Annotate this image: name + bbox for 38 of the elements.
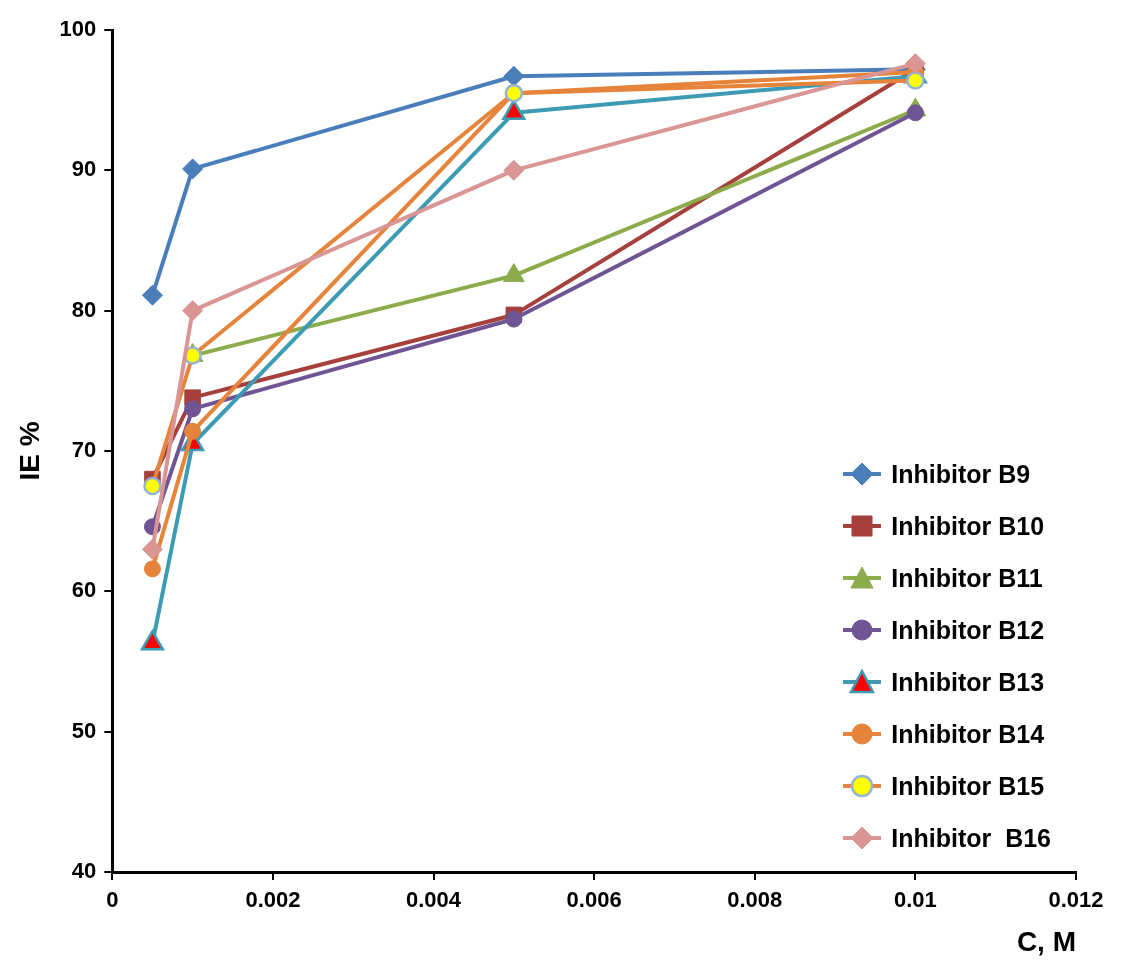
legend-label: Inhibitor B13 (891, 667, 1045, 697)
point (906, 71, 925, 90)
point (503, 159, 525, 181)
legend-label: Inhibitor B11 (891, 563, 1043, 593)
legend-label: Inhibitor B12 (891, 615, 1045, 645)
point (906, 104, 924, 122)
y-tick-label: 80 (71, 296, 97, 322)
y-tick-label: 90 (71, 156, 97, 182)
y-tick-label: 70 (71, 437, 97, 463)
legend-label: Inhibitor B16 (891, 823, 1051, 853)
point (184, 400, 202, 418)
point (141, 538, 163, 560)
legend-label: Inhibitor B14 (891, 719, 1045, 749)
point (503, 65, 525, 87)
point (143, 560, 161, 578)
x-tick-label: 0 (106, 887, 119, 913)
point (143, 476, 162, 496)
legend-label: Inhibitor B9 (891, 459, 1031, 489)
x-tick-label: 0.012 (1048, 887, 1104, 913)
y-axis-title: IE % (13, 421, 45, 481)
point (141, 284, 163, 306)
point (904, 53, 926, 75)
x-tick-label: 0.002 (245, 887, 301, 913)
point (182, 158, 204, 180)
point (505, 310, 523, 328)
y-tick-label: 100 (59, 16, 97, 42)
x-tick-label: 0.006 (566, 887, 622, 913)
y-tick-label: 60 (71, 577, 97, 603)
legend-label: Inhibitor B15 (891, 771, 1045, 801)
point (184, 422, 202, 440)
x-tick-label: 0.004 (406, 887, 462, 913)
legend-label: Inhibitor B10 (891, 511, 1045, 541)
x-tick-label: 0.01 (893, 887, 937, 913)
x-tick-label: 0.008 (727, 887, 783, 913)
y-tick-label: 40 (71, 858, 97, 884)
x-axis-title: C, M (1016, 925, 1076, 957)
point (182, 300, 204, 322)
y-tick-label: 50 (71, 717, 97, 743)
